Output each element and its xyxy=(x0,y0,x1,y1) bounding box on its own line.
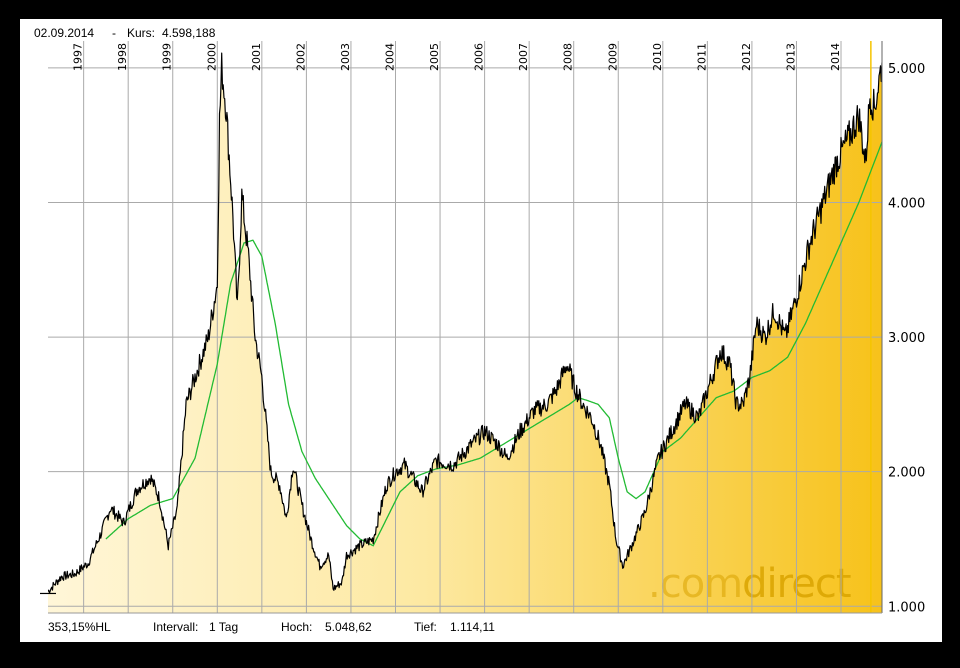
x-tick-label: 2009 xyxy=(606,43,619,71)
footer-interval-value: 1 Tag xyxy=(209,620,238,634)
x-tick-label: 2006 xyxy=(473,43,486,71)
footer-low-label: Tief: xyxy=(414,620,437,634)
y-tick-label: 5.000 xyxy=(888,62,925,77)
x-tick-label: 2008 xyxy=(562,43,575,71)
x-tick-label: 1997 xyxy=(72,43,85,71)
price-line xyxy=(48,52,882,594)
x-axis-ticks: 1997 1998 1999 2000 2001 2002 2003 2004 2005 2006… xyxy=(72,43,842,71)
svg-text:.comdirect: .comdirect xyxy=(648,561,851,607)
footer-high-value: 5.048,62 xyxy=(325,620,372,634)
header-price-label: Kurs: xyxy=(127,26,155,40)
header-date: 02.09.2014 xyxy=(34,26,94,40)
watermark-part-com: .com xyxy=(648,561,742,607)
price-area-fill xyxy=(48,53,882,613)
x-tick-label: 2010 xyxy=(651,43,664,71)
x-tick-label: 2000 xyxy=(205,43,218,71)
y-tick-label: 4.000 xyxy=(888,197,925,212)
footer-high-label: Hoch: xyxy=(281,620,312,634)
x-tick-label: 2005 xyxy=(428,43,441,71)
y-tick-label: 1.000 xyxy=(888,600,925,615)
x-tick-label: 2007 xyxy=(517,43,530,71)
footer-interval-label: Intervall: xyxy=(153,620,198,634)
x-tick-label: 2002 xyxy=(294,43,307,71)
price-chart: 02.09.2014 - Kurs: 4.598,188 .comdirect … xyxy=(34,26,925,634)
footer-low-value: 1.114,11 xyxy=(450,620,495,634)
x-tick-label: 2013 xyxy=(784,43,797,71)
x-tick-label: 2001 xyxy=(250,43,263,71)
footer-perf: 353,15%HL xyxy=(48,620,111,634)
comdirect-watermark: .comdirect xyxy=(648,561,852,607)
chart-frame: 02.09.2014 - Kurs: 4.598,188 .comdirect … xyxy=(20,19,942,642)
x-tick-label: 2003 xyxy=(339,43,352,71)
x-tick-label: 2011 xyxy=(695,43,708,71)
watermark-part-direct: direct xyxy=(742,561,851,607)
header-price-value: 4.598,188 xyxy=(162,26,216,40)
x-tick-label: 2014 xyxy=(829,43,842,71)
y-tick-label: 2.000 xyxy=(888,466,925,481)
y-axis-ticks: 1.000 2.000 3.000 4.000 5.000 xyxy=(888,62,925,615)
y-tick-label: 3.000 xyxy=(888,331,925,346)
header-separator: - xyxy=(112,26,116,40)
x-tick-label: 1998 xyxy=(116,43,129,71)
x-tick-label: 2004 xyxy=(384,43,397,71)
x-tick-label: 1999 xyxy=(161,43,174,71)
x-tick-label: 2012 xyxy=(740,43,753,71)
moving-average-line xyxy=(105,141,882,547)
